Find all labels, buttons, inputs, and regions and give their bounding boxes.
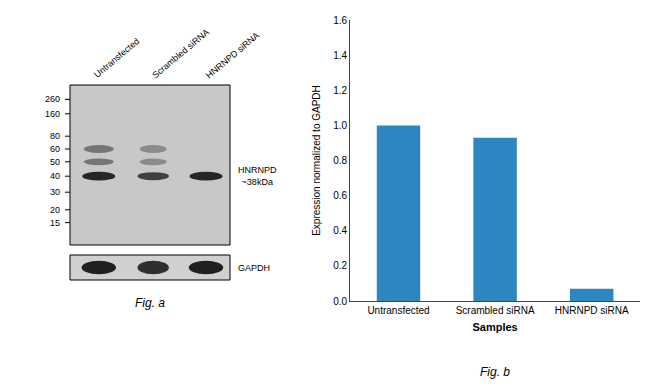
svg-text:HNRNPD~38kDa: HNRNPD~38kDa bbox=[238, 165, 277, 187]
svg-text:80: 80 bbox=[50, 131, 60, 141]
svg-text:1.2: 1.2 bbox=[333, 85, 347, 96]
svg-text:Samples: Samples bbox=[472, 321, 517, 333]
svg-text:160: 160 bbox=[45, 109, 60, 119]
svg-text:1.0: 1.0 bbox=[333, 120, 347, 131]
svg-text:Untransfected: Untransfected bbox=[92, 36, 141, 80]
svg-text:60: 60 bbox=[50, 144, 60, 154]
svg-text:HNRNPD siRNA: HNRNPD siRNA bbox=[204, 30, 261, 80]
svg-text:Fig. b: Fig. b bbox=[480, 365, 510, 379]
svg-text:260: 260 bbox=[45, 94, 60, 104]
svg-text:0.8: 0.8 bbox=[333, 155, 347, 166]
svg-text:Untransfected: Untransfected bbox=[367, 305, 429, 316]
svg-text:0.6: 0.6 bbox=[333, 190, 347, 201]
svg-text:Expression normalized to GAPDH: Expression normalized to GAPDH bbox=[311, 85, 322, 236]
svg-text:0.0: 0.0 bbox=[333, 296, 347, 307]
svg-text:0.2: 0.2 bbox=[333, 260, 347, 271]
svg-text:30: 30 bbox=[50, 187, 60, 197]
svg-text:40: 40 bbox=[50, 171, 60, 181]
svg-text:50: 50 bbox=[50, 157, 60, 167]
svg-text:Scrambled siRNA: Scrambled siRNA bbox=[150, 27, 211, 80]
svg-text:1.4: 1.4 bbox=[333, 50, 347, 61]
svg-text:GAPDH: GAPDH bbox=[238, 263, 270, 273]
svg-text:Scrambled siRNA: Scrambled siRNA bbox=[456, 305, 535, 316]
svg-text:0.4: 0.4 bbox=[333, 225, 347, 236]
svg-text:Fig. a: Fig. a bbox=[135, 296, 165, 310]
svg-text:1.6: 1.6 bbox=[333, 15, 347, 26]
svg-text:20: 20 bbox=[50, 205, 60, 215]
svg-text:15: 15 bbox=[50, 218, 60, 228]
svg-text:HNRNPD siRNA: HNRNPD siRNA bbox=[555, 305, 629, 316]
